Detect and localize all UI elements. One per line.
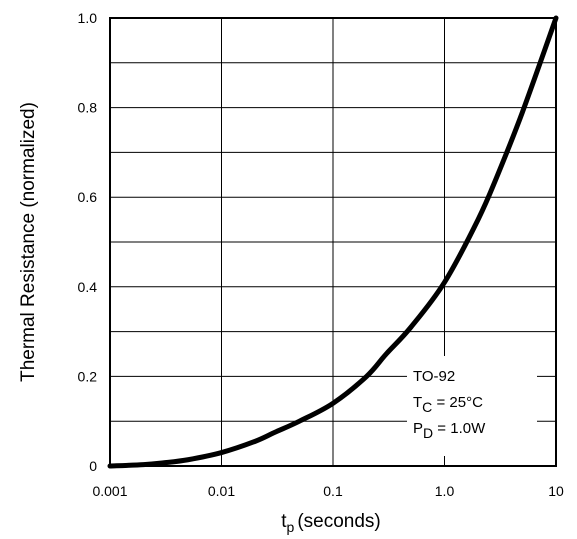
- x-tick-label: 1.0: [435, 483, 455, 499]
- y-tick-label: 0: [89, 458, 97, 474]
- tick-labels: 0.001 0.01 0.1 1.0 10 0 0.2 0.4 0.6 0.8 1.0: [78, 10, 564, 499]
- x-tick-label: 0.001: [92, 483, 127, 499]
- annotation-power: PD = 1.0W: [413, 420, 486, 441]
- annotation-box: [407, 356, 537, 456]
- annotation-case-temp: TC = 25°C: [413, 394, 483, 415]
- annotation-package: TO-92: [413, 368, 455, 385]
- x-tick-label: 10: [548, 483, 564, 499]
- x-tick-label: 0.1: [323, 483, 343, 499]
- y-tick-label: 0.8: [78, 100, 98, 116]
- series-line: [107, 15, 559, 469]
- y-tick-label: 0.2: [78, 368, 98, 384]
- plot-border: [109, 17, 557, 467]
- x-axis-label: tp (seconds): [281, 511, 381, 535]
- grid: [110, 18, 556, 466]
- y-tick-label: 0.6: [78, 189, 98, 205]
- y-axis-label: Thermal Resistance (normalized): [18, 102, 39, 382]
- y-tick-label: 1.0: [78, 10, 98, 26]
- x-tick-label: 0.01: [208, 483, 235, 499]
- y-tick-label: 0.4: [78, 279, 98, 295]
